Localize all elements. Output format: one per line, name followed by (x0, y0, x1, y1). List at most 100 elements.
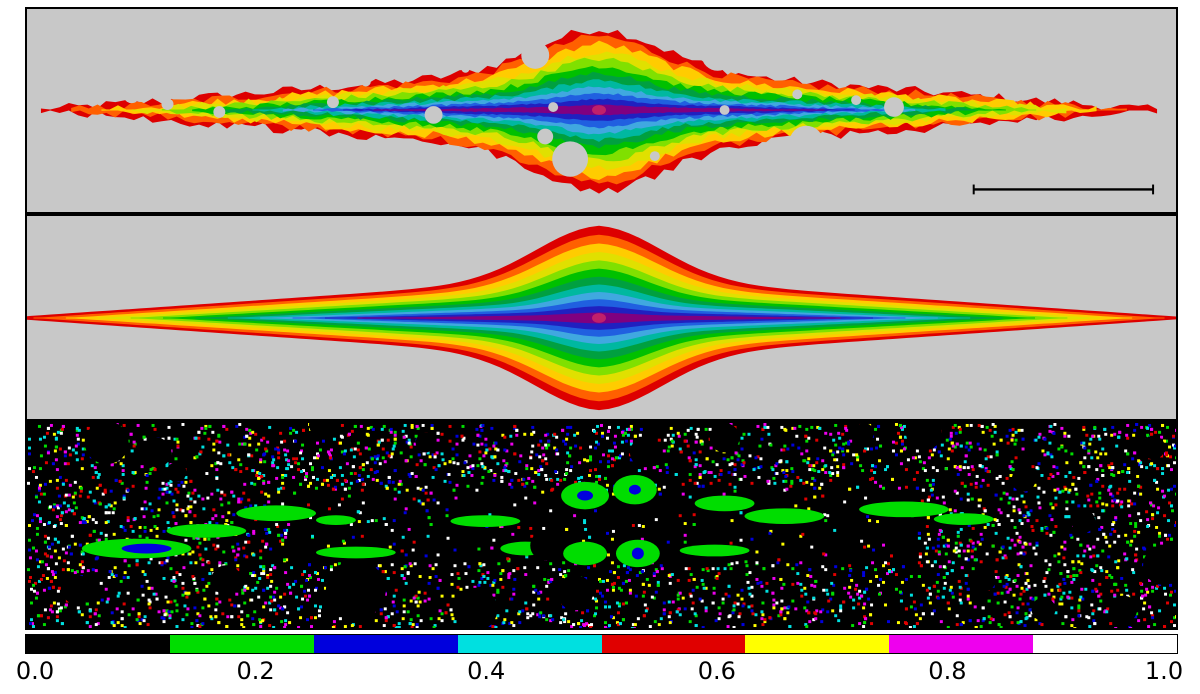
residual-pixel (340, 474, 344, 477)
residual-pixel (1020, 586, 1024, 590)
residual-pixel (656, 580, 660, 584)
residual-pixel (1116, 588, 1120, 592)
observed-galaxy-image (40, 29, 1158, 195)
residual-pixel (196, 545, 200, 549)
residual-pixel (901, 565, 905, 569)
residual-pixel (756, 581, 760, 585)
residual-pixel (863, 621, 867, 625)
star-mask (433, 149, 444, 160)
residual-pixel (733, 473, 737, 476)
residual-pixel (800, 588, 804, 592)
residual-pixel (1054, 503, 1058, 507)
residual-pixel (586, 609, 590, 613)
residual-pixel (357, 474, 361, 477)
residual-pixel (689, 594, 693, 598)
residual-pixel (356, 448, 360, 452)
residual-pixel (196, 612, 200, 616)
residual-pixel (605, 436, 609, 440)
residual-pixel (464, 572, 468, 576)
residual-pixel (514, 472, 518, 475)
residual-pixel (544, 474, 548, 477)
residual-pixel (1091, 434, 1095, 438)
residual-pixel (971, 468, 975, 472)
residual-pixel (152, 592, 156, 596)
residual-pixel (979, 484, 983, 488)
mask-circle (854, 423, 875, 443)
residual-pixel (829, 597, 833, 601)
residual-pixel (144, 486, 148, 490)
residual-pixel (1142, 607, 1146, 611)
residual-pixel (417, 453, 421, 457)
residual-pixel (94, 608, 98, 612)
residual-pixel (1077, 609, 1081, 613)
residual-pixel (790, 479, 794, 483)
residual-pixel (46, 567, 50, 571)
residual-pixel (1015, 531, 1019, 535)
residual-pixel (251, 617, 255, 621)
residual-pixel (863, 449, 867, 453)
residual-pixel (391, 600, 395, 604)
residual-pixel (75, 433, 79, 437)
residual-pixel (201, 577, 205, 581)
residual-pixel (190, 622, 194, 626)
residual-pixel (562, 561, 566, 565)
mask-circle (1143, 545, 1176, 585)
residual-pixel (623, 431, 627, 435)
residual-pixel (189, 561, 193, 565)
residual-pixel (429, 617, 433, 621)
residual-pixel (481, 475, 485, 479)
residual-pixel (165, 559, 169, 563)
residual-pixel (1107, 555, 1111, 559)
residual-pixel (493, 578, 497, 582)
residual-pixel (693, 612, 697, 616)
residual-pixel (35, 558, 39, 562)
residual-pixel (1113, 498, 1117, 502)
residual-pixel (831, 609, 835, 613)
residual-pixel (234, 468, 238, 472)
residual-pixel (815, 461, 819, 465)
residual-pixel (264, 545, 268, 549)
residual-pixel (46, 616, 50, 620)
residual-pixel (959, 497, 963, 501)
residual-pixel (53, 571, 57, 575)
residual-pixel (1077, 560, 1081, 564)
residual-pixel (1151, 589, 1155, 593)
residual-pixel (1063, 540, 1067, 544)
residual-pixel (593, 614, 597, 618)
residual-pixel (542, 453, 546, 457)
residual-pixel (761, 427, 765, 431)
residual-pixel (262, 565, 266, 569)
residual-pixel (333, 563, 337, 567)
residual-pixel (636, 617, 640, 621)
residual-pixel (510, 485, 514, 489)
residual-pixel (110, 611, 114, 615)
residual-pixel (149, 557, 153, 561)
residual-pixel (120, 481, 124, 485)
residual-pixel (302, 469, 306, 473)
residual-pixel (610, 537, 614, 541)
residual-pixel (1063, 581, 1067, 585)
residual-pixel (451, 447, 455, 451)
residual-pixel (301, 597, 305, 601)
residual-pixel (599, 460, 602, 464)
residual-pixel (686, 444, 690, 448)
residual-pixel (281, 481, 285, 485)
residual-pixel (993, 592, 997, 596)
residual-pixel (769, 529, 773, 533)
residual-pixel (1035, 519, 1039, 523)
residual-pixel (53, 449, 57, 453)
residual-pixel (622, 564, 626, 568)
residual-pixel (168, 490, 172, 494)
residual-pixel (476, 433, 480, 437)
residual-pixel (806, 461, 810, 465)
residual-pixel (349, 481, 353, 485)
residual-pixel (875, 575, 879, 578)
residual-pixel (867, 544, 871, 548)
residual-pixel (812, 596, 816, 600)
residual-pixel (534, 471, 538, 475)
residual-pixel (135, 563, 139, 567)
residual-pixel (69, 552, 73, 556)
residual-pixel (340, 450, 344, 454)
residual-pixel (1054, 496, 1058, 500)
residual-pixel (356, 510, 360, 514)
